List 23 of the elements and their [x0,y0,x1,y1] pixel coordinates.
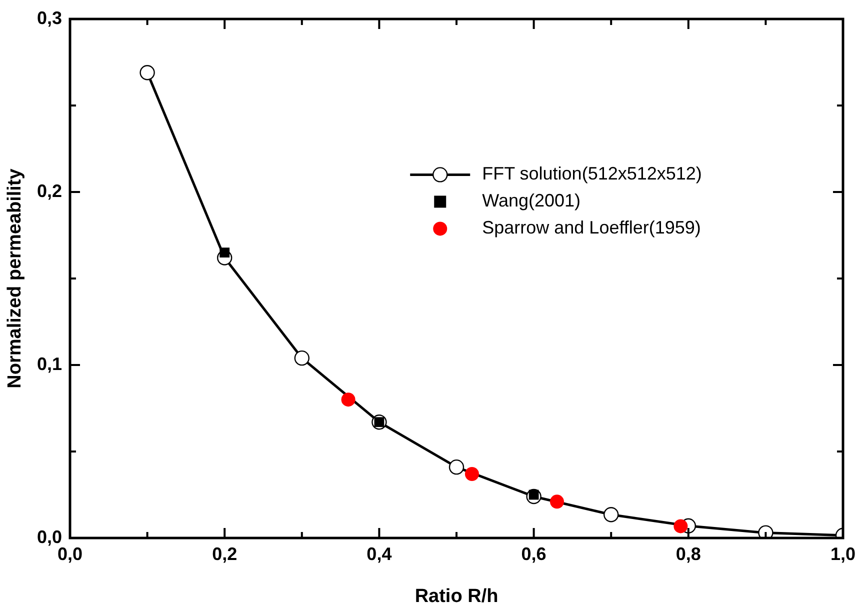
x-tick-label: 0,6 [521,544,546,564]
x-axis-title: Ratio R/h [414,586,498,607]
x-tick-label: 0,2 [212,544,238,564]
legend-label: Wang(2001) [482,190,581,211]
x-tick-label: 0,8 [676,544,701,564]
point [341,392,356,407]
point [674,519,688,534]
y-tick-label: 0,1 [36,354,62,374]
legend-label: FFT solution(512x512x512) [482,164,702,184]
x-tick-label: 1,0 [830,544,856,564]
y-tick-label: 0,3 [36,8,62,28]
point [758,525,774,538]
point [604,507,619,522]
x-tick-label: 0,4 [366,544,392,564]
point [448,459,464,475]
point [140,65,155,80]
point [220,248,230,258]
point [550,494,564,509]
point [294,350,310,366]
legend-label: Sparrow and Loeffler(1959) [482,218,701,238]
point [464,466,479,481]
y-axis-title: Normalized permeability [4,168,26,388]
y-tick-label: 0,2 [36,180,62,201]
